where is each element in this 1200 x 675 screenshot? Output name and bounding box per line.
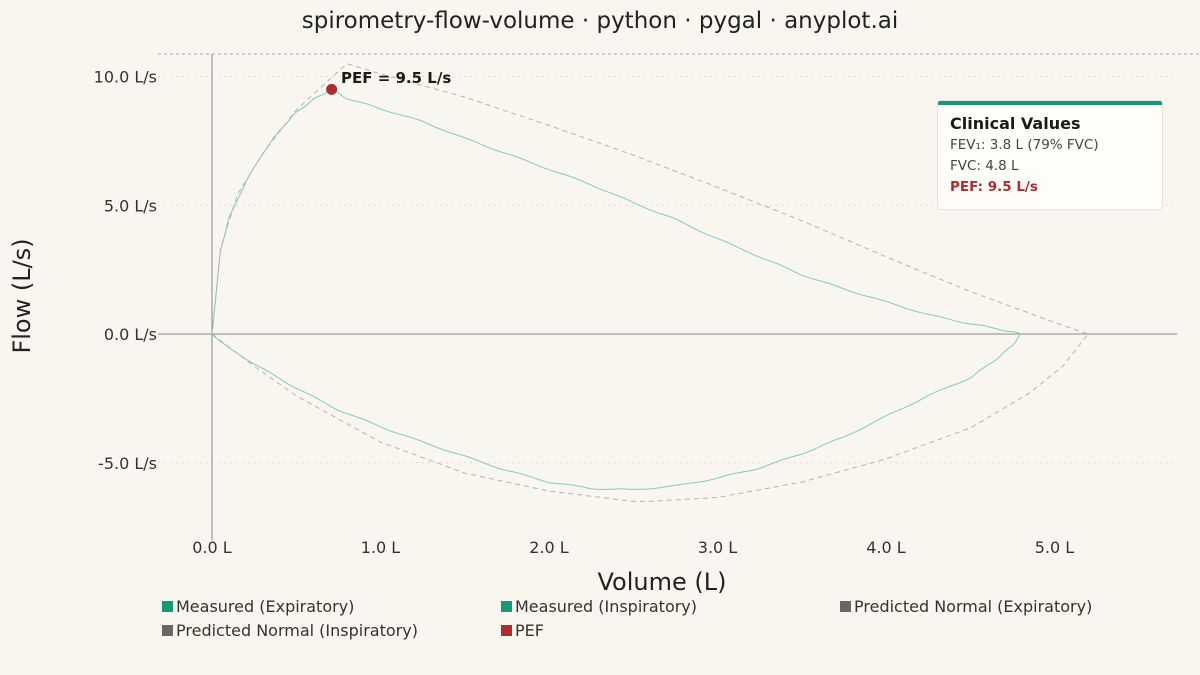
y-axis-label: Flow (L/s) (8, 238, 36, 353)
fev1-value: FEV₁: 3.8 L (79% FVC) (950, 137, 1099, 153)
legend-swatch (840, 601, 851, 612)
x-tick-label: 1.0 L (361, 538, 401, 557)
y-tick-label: 10.0 L/s (94, 68, 157, 87)
legend-swatch (501, 625, 512, 636)
x-tick-label: 5.0 L (1035, 538, 1075, 557)
series-predicted-inspiratory (211, 333, 1089, 502)
legend-item-predicted-inspiratory[interactable]: Predicted Normal (Inspiratory) (162, 621, 418, 640)
legend-swatch (162, 601, 173, 612)
grid-layer (158, 53, 1200, 464)
legend-swatch (162, 625, 173, 636)
card-accent-bar (938, 101, 1162, 105)
axes-layer (158, 54, 1177, 540)
ticks-layer: 10.0 L/s 5.0 L/s 0.0 L/s -5.0 L/s 0.0 L 1.0 L… (94, 68, 1075, 558)
card-title: Clinical Values (950, 114, 1081, 133)
fvc-value: FVC: 4.8 L (950, 158, 1019, 174)
pef-value: PEF: 9.5 L/s (950, 179, 1038, 195)
pef-marker (326, 83, 338, 95)
legend-item-predicted-expiratory[interactable]: Predicted Normal (Expiratory) (840, 597, 1092, 616)
legend-item-measured-expiratory[interactable]: Measured (Expiratory) (162, 597, 354, 616)
x-tick-label: 4.0 L (866, 538, 906, 557)
y-tick-label: -5.0 L/s (98, 454, 157, 473)
series-measured-inspiratory (211, 333, 1022, 490)
x-tick-label: 2.0 L (529, 538, 569, 557)
series-layer (211, 63, 1089, 502)
pef-annotation: PEF = 9.5 L/s (341, 69, 451, 87)
clinical-values-card: Clinical Values FEV₁: 3.8 L (79% FVC) FV… (937, 100, 1163, 210)
y-tick-label: 5.0 L/s (104, 196, 157, 215)
series-predicted-expiratory (211, 63, 1089, 335)
x-axis-label: Volume (L) (598, 568, 727, 596)
legend-label: Predicted Normal (Expiratory) (854, 597, 1093, 616)
y-tick-label: 0.0 L/s (104, 325, 157, 344)
legend-item-pef[interactable]: PEF (501, 621, 544, 640)
legend-swatch (501, 601, 512, 612)
x-tick-label: 3.0 L (698, 538, 738, 557)
legend-label: PEF (515, 621, 544, 640)
chart-title: spirometry-flow-volume · python · pygal … (302, 8, 899, 34)
series-measured-expiratory (211, 88, 1021, 335)
legend-label: Measured (Expiratory) (176, 597, 355, 616)
legend-label: Predicted Normal (Inspiratory) (176, 621, 418, 640)
legend-item-measured-inspiratory[interactable]: Measured (Inspiratory) (501, 597, 697, 616)
x-tick-label: 0.0 L (192, 538, 232, 557)
legend-label: Measured (Inspiratory) (515, 597, 698, 616)
